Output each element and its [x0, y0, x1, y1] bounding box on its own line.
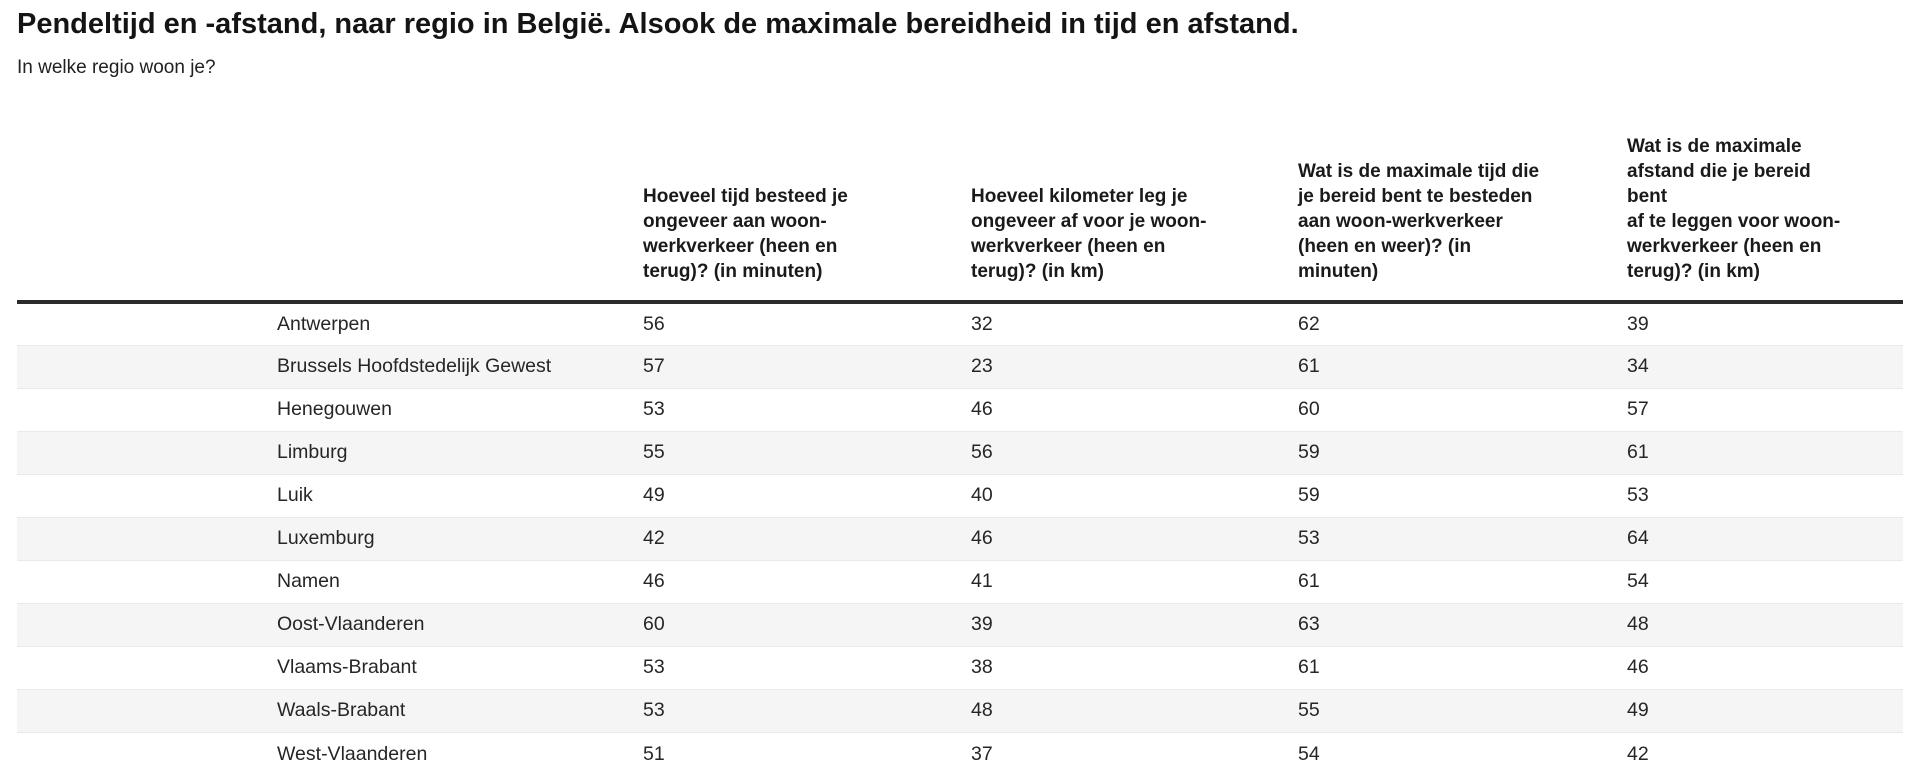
- max-distance-cell: 61: [1627, 441, 1649, 464]
- column-header-commute-time: Hoeveel tijd besteed je ongeveer aan woo…: [643, 134, 971, 305]
- page-subtitle: In welke regio woon je?: [17, 56, 216, 78]
- commute-time-cell: 49: [643, 484, 665, 507]
- max-time-cell: 60: [1298, 398, 1320, 421]
- region-cell: Oost-Vlaanderen: [277, 613, 425, 636]
- max-distance-cell: 49: [1627, 699, 1649, 722]
- table-body: Antwerpen 56 32 62 39 Brussels Hoofdsted…: [17, 302, 1903, 763]
- commute-time-cell: 53: [643, 699, 665, 722]
- table-row: West-Vlaanderen 51 37 54 42: [17, 732, 1903, 763]
- commute-distance-cell: 32: [971, 313, 993, 336]
- commute-time-cell: 57: [643, 355, 665, 378]
- max-time-cell: 55: [1298, 699, 1320, 722]
- commute-time-cell: 56: [643, 313, 665, 336]
- table-row: Waals-Brabant 53 48 55 49: [17, 689, 1903, 733]
- max-time-cell: 62: [1298, 313, 1320, 336]
- commute-distance-cell: 23: [971, 355, 993, 378]
- commute-time-cell: 46: [643, 570, 665, 593]
- commute-distance-cell: 40: [971, 484, 993, 507]
- commute-distance-cell: 48: [971, 699, 993, 722]
- region-cell: Namen: [277, 570, 340, 593]
- max-time-cell: 61: [1298, 570, 1320, 593]
- commute-data-table: Hoeveel tijd besteed je ongeveer aan woo…: [17, 134, 1903, 763]
- table-header-row: Hoeveel tijd besteed je ongeveer aan woo…: [17, 134, 1903, 305]
- commute-distance-cell: 56: [971, 441, 993, 464]
- table-row: Namen 46 41 61 54: [17, 560, 1903, 603]
- max-distance-cell: 57: [1627, 398, 1649, 421]
- max-time-cell: 53: [1298, 527, 1320, 550]
- region-cell: Henegouwen: [277, 398, 392, 421]
- max-time-cell: 59: [1298, 441, 1320, 464]
- max-distance-cell: 46: [1627, 656, 1649, 679]
- region-column-header: [17, 134, 643, 305]
- commute-time-cell: 42: [643, 527, 665, 550]
- table-row: Limburg 55 56 59 61: [17, 431, 1903, 475]
- region-cell: Luik: [277, 484, 313, 507]
- max-distance-cell: 53: [1627, 484, 1649, 507]
- table-row: Luik 49 40 59 53: [17, 474, 1903, 517]
- commute-distance-cell: 38: [971, 656, 993, 679]
- region-cell: Brussels Hoofdstedelijk Gewest: [277, 355, 552, 378]
- region-cell: Limburg: [277, 441, 348, 464]
- region-cell: West-Vlaanderen: [277, 742, 428, 763]
- max-distance-cell: 42: [1627, 742, 1649, 763]
- region-cell: Vlaams-Brabant: [277, 656, 417, 679]
- region-cell: Antwerpen: [277, 313, 371, 336]
- table-row: Vlaams-Brabant 53 38 61 46: [17, 646, 1903, 689]
- region-cell: Luxemburg: [277, 527, 375, 550]
- column-header-max-distance: Wat is de maximale afstand die je bereid…: [1627, 134, 1903, 305]
- commute-time-cell: 53: [643, 398, 665, 421]
- commute-time-cell: 51: [643, 742, 665, 763]
- commute-time-cell: 55: [643, 441, 665, 464]
- max-time-cell: 63: [1298, 613, 1320, 636]
- column-header-max-time: Wat is de maximale tijd die je bereid be…: [1298, 134, 1627, 305]
- commute-time-cell: 53: [643, 656, 665, 679]
- commute-distance-cell: 37: [971, 742, 993, 763]
- commute-distance-cell: 39: [971, 613, 993, 636]
- commute-distance-cell: 46: [971, 398, 993, 421]
- table-row: Brussels Hoofdstedelijk Gewest 57 23 61 …: [17, 345, 1903, 389]
- max-distance-cell: 39: [1627, 313, 1649, 336]
- max-time-cell: 59: [1298, 484, 1320, 507]
- commute-distance-cell: 41: [971, 570, 993, 593]
- max-time-cell: 61: [1298, 355, 1320, 378]
- table-row: Oost-Vlaanderen 60 39 63 48: [17, 603, 1903, 647]
- commute-distance-cell: 46: [971, 527, 993, 550]
- table-row: Antwerpen 56 32 62 39: [17, 302, 1903, 345]
- commute-time-cell: 60: [643, 613, 665, 636]
- max-distance-cell: 64: [1627, 527, 1649, 550]
- table-row: Luxemburg 42 46 53 64: [17, 517, 1903, 561]
- table-row: Henegouwen 53 46 60 57: [17, 388, 1903, 431]
- region-cell: Waals-Brabant: [277, 699, 406, 722]
- column-header-commute-distance: Hoeveel kilometer leg je ongeveer af voo…: [971, 134, 1298, 305]
- max-time-cell: 54: [1298, 742, 1320, 763]
- max-distance-cell: 48: [1627, 613, 1649, 636]
- page-title: Pendeltijd en -afstand, naar regio in Be…: [17, 8, 1299, 40]
- max-distance-cell: 34: [1627, 355, 1649, 378]
- max-distance-cell: 54: [1627, 570, 1649, 593]
- max-time-cell: 61: [1298, 656, 1320, 679]
